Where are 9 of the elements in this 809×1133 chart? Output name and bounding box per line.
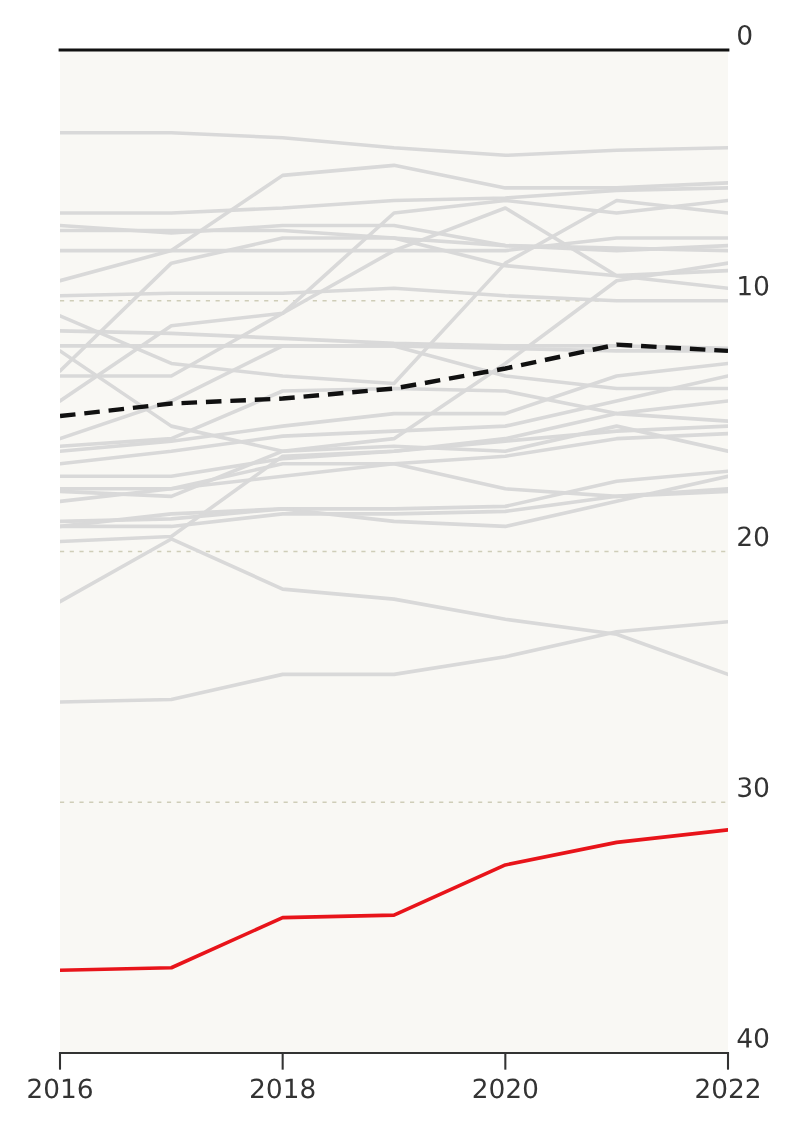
x-tick-label: 2020 xyxy=(473,1078,538,1099)
y-tick-label: 0 xyxy=(738,24,752,45)
x-tick-label: 2022 xyxy=(696,1078,759,1099)
y-tick-label: 30 xyxy=(738,777,769,798)
x-tick-label: 2016 xyxy=(28,1078,92,1099)
y-tick-label: 40 xyxy=(737,1027,769,1048)
y-tick-label: 10 xyxy=(739,275,769,296)
y-tick-label: 20 xyxy=(738,526,769,547)
x-tick-label: 2018 xyxy=(251,1078,315,1099)
